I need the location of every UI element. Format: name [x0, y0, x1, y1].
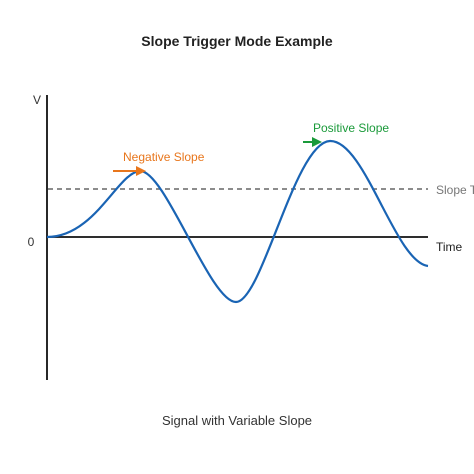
- negative-slope-arrowhead: [136, 166, 146, 176]
- origin-label: 0: [28, 235, 35, 249]
- y-axis-label: V: [33, 93, 41, 107]
- diagram-title: Slope Trigger Mode Example: [141, 33, 333, 49]
- positive-slope-label: Positive Slope: [313, 121, 389, 135]
- x-axis-label: Time: [436, 240, 463, 254]
- trigger-level-label: Slope Trigger: [436, 183, 474, 197]
- positive-slope-arrowhead: [312, 137, 322, 147]
- diagram-caption: Signal with Variable Slope: [161, 413, 313, 428]
- negative-slope-label: Negative Slope: [123, 150, 205, 164]
- signal-waveform: [46, 139, 429, 304]
